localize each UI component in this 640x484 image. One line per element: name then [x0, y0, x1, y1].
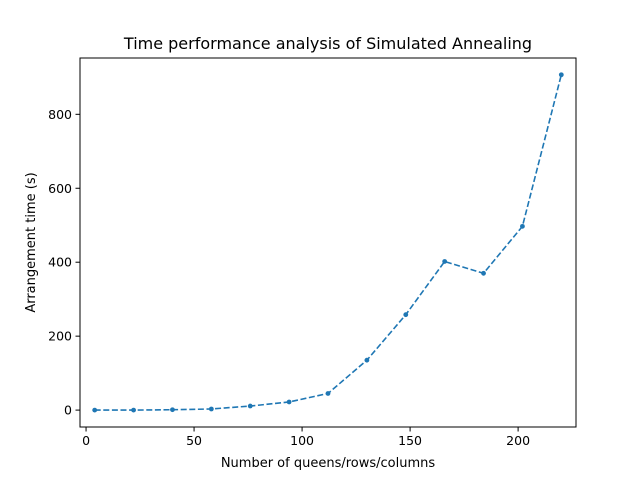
data-point — [170, 407, 175, 413]
x-tick-label: 0 — [82, 433, 90, 448]
plot-frame — [79, 57, 577, 428]
ticks-layer: 0 50 100 150 200 0 200 400 600 800 — [48, 107, 530, 448]
data-point — [364, 357, 370, 363]
data-point — [286, 399, 292, 405]
x-tick-label: 200 — [506, 433, 530, 448]
series-layer — [92, 72, 564, 413]
x-axis-label: Number of queens/rows/columns — [221, 456, 436, 471]
plot-area — [80, 58, 576, 427]
data-point — [481, 270, 486, 276]
x-tick-label: 100 — [290, 433, 314, 448]
y-tick-label: 800 — [48, 107, 72, 122]
data-point — [325, 391, 331, 396]
x-tick-label: 150 — [398, 433, 422, 448]
data-point — [92, 407, 98, 413]
data-point — [131, 407, 136, 413]
y-axis-label: Arrangement time (s) — [24, 172, 39, 312]
data-point — [520, 223, 525, 229]
y-tick-label: 600 — [48, 181, 72, 196]
chart-title: Time performance analysis of Simulated A… — [123, 34, 532, 53]
y-tick-label: 200 — [48, 329, 72, 344]
y-tick-label: 400 — [48, 255, 72, 270]
data-point — [403, 312, 409, 318]
x-tick-label: 50 — [186, 433, 202, 448]
data-point — [247, 403, 253, 409]
data-point — [208, 406, 214, 412]
data-point — [442, 259, 448, 264]
data-point — [558, 72, 564, 78]
y-tick-label: 0 — [64, 403, 72, 418]
